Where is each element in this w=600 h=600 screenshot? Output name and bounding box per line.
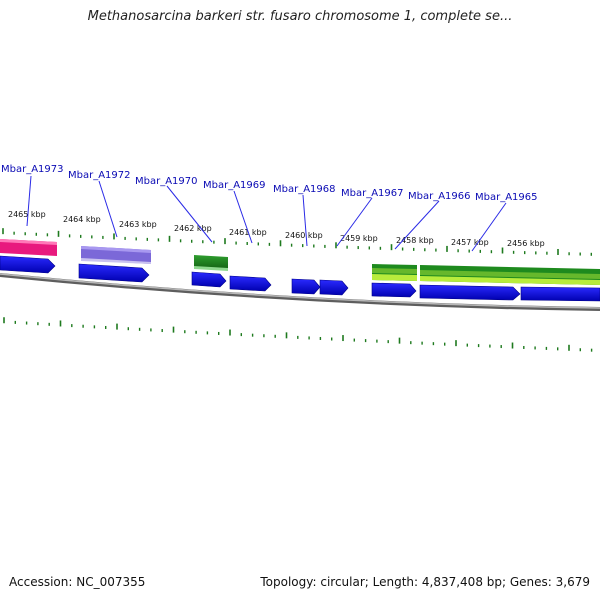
feature-green-long[interactable]	[420, 265, 600, 285]
gene-arrow[interactable]	[0, 255, 56, 274]
gene-arrow[interactable]	[78, 263, 150, 283]
kbp-label: 2464 kbp	[63, 215, 101, 224]
feature-green-small[interactable]	[194, 255, 228, 271]
kbp-label: 2465 kbp	[8, 210, 46, 219]
chromosome-backbone	[0, 273, 600, 311]
gene-label-leaders	[26, 175, 507, 252]
kbp-label: 2457 kbp	[451, 238, 489, 247]
inner-tick-track	[3, 317, 593, 352]
outer-tick-track	[2, 228, 592, 256]
gene-label-mbar-a1973[interactable]: Mbar_A1973	[1, 164, 64, 175]
kbp-scale-labels: 2465 kbp 2464 kbp 2463 kbp 2462 kbp 2461…	[8, 210, 545, 248]
genome-stats-text: Topology: circular; Length: 4,837,408 bp…	[260, 575, 590, 589]
gene-arrow[interactable]	[419, 284, 521, 301]
feature-pink[interactable]	[0, 239, 57, 256]
kbp-label: 2458 kbp	[396, 236, 434, 245]
gene-label-mbar-a1966[interactable]: Mbar_A1966	[408, 191, 471, 202]
gene-label-mbar-a1968[interactable]: Mbar_A1968	[273, 184, 336, 195]
map-title: Methanosarcina barkeri str. fusaro chrom…	[87, 9, 513, 24]
gene-arrow[interactable]	[520, 286, 600, 302]
gene-label-mbar-a1969[interactable]: Mbar_A1969	[203, 180, 266, 191]
gene-label-mbar-a1967[interactable]: Mbar_A1967	[341, 188, 404, 199]
gene-label-mbar-a1972[interactable]: Mbar_A1972	[68, 170, 131, 181]
kbp-label: 2459 kbp	[340, 234, 378, 243]
feature-purple[interactable]	[81, 246, 151, 264]
gene-track	[0, 255, 600, 302]
gene-arrow[interactable]	[291, 278, 321, 295]
kbp-label: 2460 kbp	[285, 231, 323, 240]
gene-arrow[interactable]	[371, 282, 417, 298]
gene-arrow[interactable]	[229, 275, 272, 292]
kbp-label: 2456 kbp	[507, 239, 545, 248]
kbp-label: 2462 kbp	[174, 224, 212, 233]
gene-label-mbar-a1965[interactable]: Mbar_A1965	[475, 192, 538, 203]
feature-green-mid[interactable]	[372, 264, 417, 281]
feature-track	[0, 239, 600, 285]
gene-arrow[interactable]	[319, 279, 349, 296]
kbp-label: 2463 kbp	[119, 220, 157, 229]
gene-label-mbar-a1970[interactable]: Mbar_A1970	[135, 176, 198, 187]
accession-text: Accession: NC_007355	[9, 575, 146, 589]
gene-arrow[interactable]	[191, 271, 227, 288]
gene-labels: Mbar_A1973 Mbar_A1972 Mbar_A1970 Mbar_A1…	[1, 164, 538, 203]
